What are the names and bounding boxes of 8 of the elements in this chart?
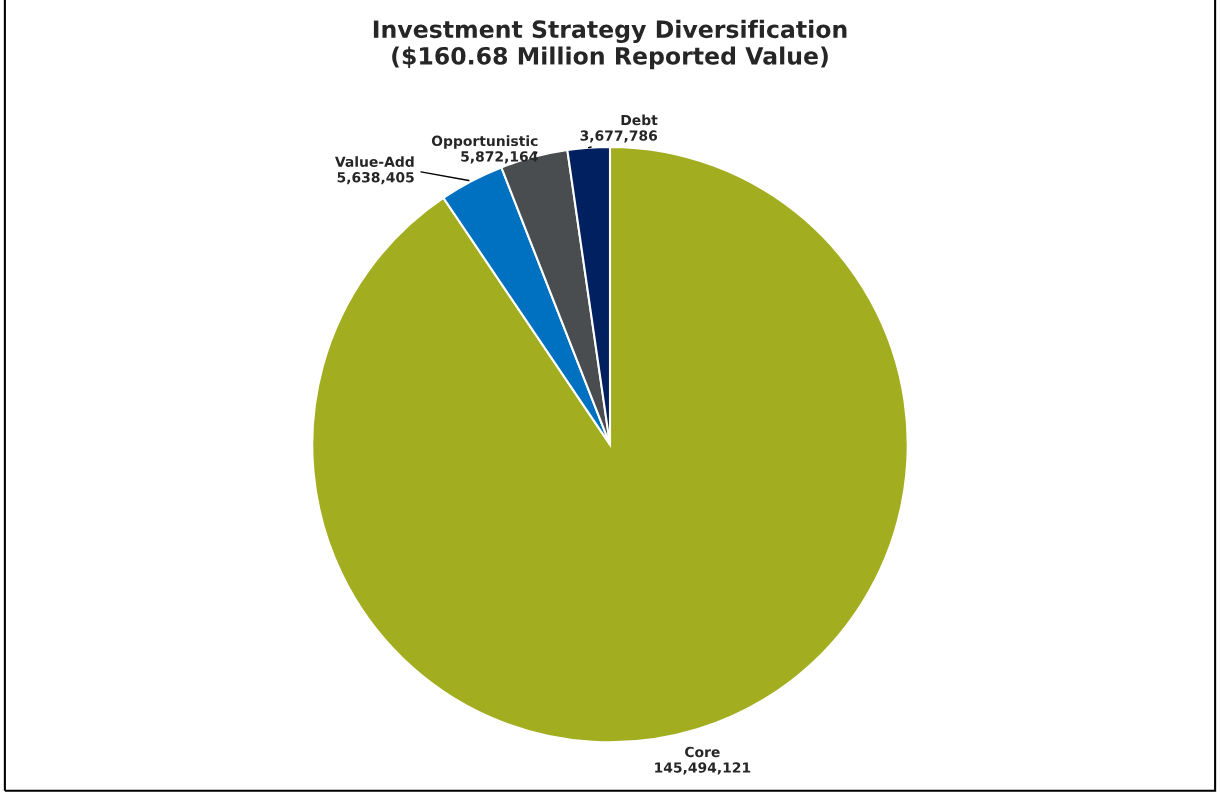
data-label: 3,677,786 [580, 130, 658, 143]
slice-label: Opportunistic [431, 135, 538, 149]
chart-title: Investment Strategy Diversification ($160.68 Million Reported Value) [373, 19, 847, 70]
slice-label: Core [685, 746, 720, 758]
data-label: 5,638,405 [337, 172, 414, 185]
slice-label: Debt [621, 114, 658, 126]
slice-label: Value-Add [334, 156, 414, 167]
data-label: 145,494,121 [655, 762, 751, 775]
